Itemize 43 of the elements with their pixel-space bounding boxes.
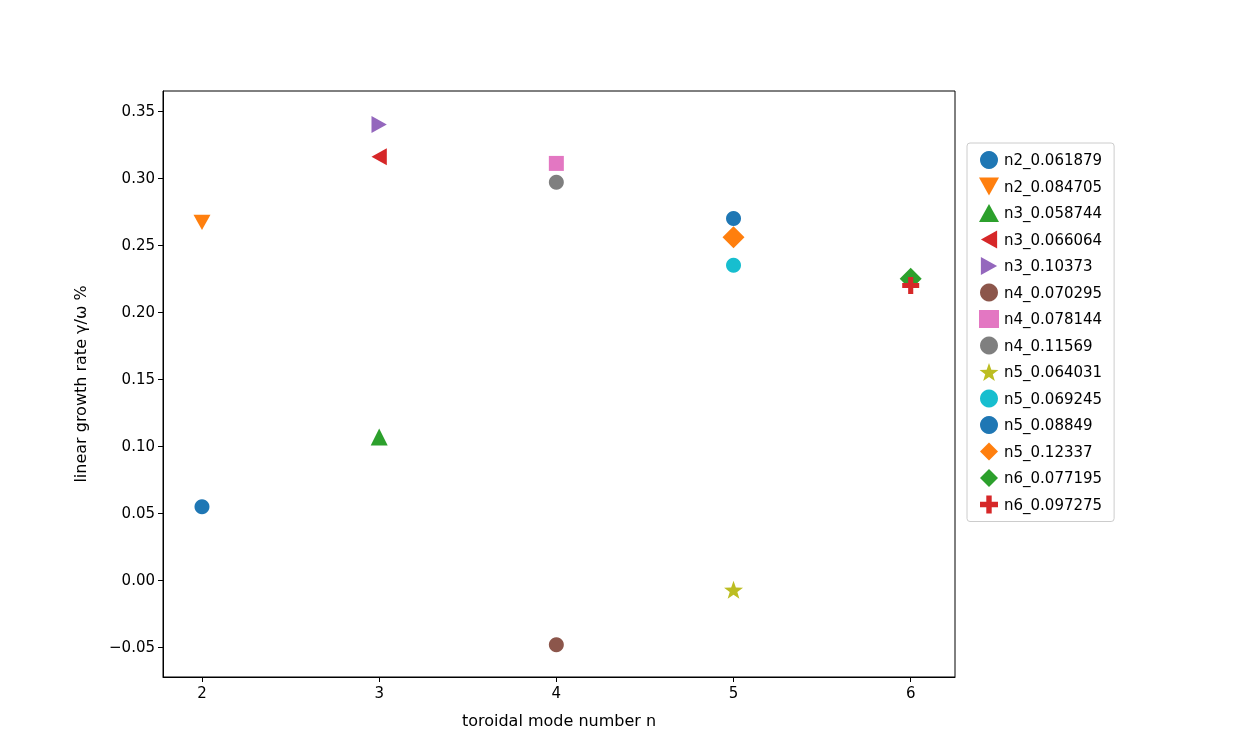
point	[724, 580, 744, 599]
point	[722, 226, 745, 249]
legend-label: n5_0.069245	[1004, 389, 1103, 409]
point	[726, 210, 742, 226]
legend-label: n5_0.064031	[1004, 363, 1103, 382]
point	[726, 257, 742, 273]
point	[194, 499, 210, 515]
point	[371, 116, 387, 134]
y-tick-label: 0.25	[121, 236, 155, 255]
point	[548, 174, 564, 190]
point	[902, 276, 920, 294]
y-tick-label: 0.10	[121, 437, 155, 456]
legend-label: n3_0.058744	[1004, 204, 1103, 223]
y-tick-label: 0.05	[121, 504, 155, 523]
y-tick-label: 0.15	[121, 370, 155, 389]
legend-label: n3_0.066064	[1004, 230, 1103, 250]
x-tick-label: 6	[905, 683, 916, 702]
x-tick-label: 2	[197, 683, 207, 702]
legend-label: n4_0.11569	[1004, 336, 1093, 356]
x-tick-label: 3	[374, 683, 384, 702]
point	[548, 155, 564, 171]
y-axis-title: linear growth rate γ/ω %	[70, 285, 90, 483]
point	[370, 428, 388, 446]
y-tick-label: −0.05	[109, 638, 155, 657]
x-axis-title: toroidal mode number n	[461, 710, 657, 730]
x-tick-label: 5	[728, 683, 739, 702]
y-tick-label: 0.35	[121, 102, 155, 121]
legend-label: n5_0.12337	[1004, 442, 1093, 462]
legend-label: n3_0.10373	[1004, 257, 1093, 276]
legend-label: n6_0.077195	[1004, 469, 1103, 488]
point	[193, 214, 211, 231]
legend-label: n2_0.084705	[1004, 177, 1103, 197]
point	[548, 637, 564, 653]
point	[371, 148, 387, 166]
legend-label: n5_0.08849	[1004, 416, 1093, 435]
x-tick-label: 4	[551, 683, 562, 702]
y-tick-label: 0.20	[121, 303, 155, 322]
legend-label: n6_0.097275	[1004, 495, 1103, 515]
legend-label: n4_0.070295	[1004, 283, 1103, 303]
y-tick-label: 0.30	[121, 169, 155, 188]
y-tick-label: 0.00	[121, 571, 155, 590]
legend-label: n4_0.078144	[1004, 310, 1103, 329]
legend-label: n2_0.061879	[1004, 151, 1103, 170]
